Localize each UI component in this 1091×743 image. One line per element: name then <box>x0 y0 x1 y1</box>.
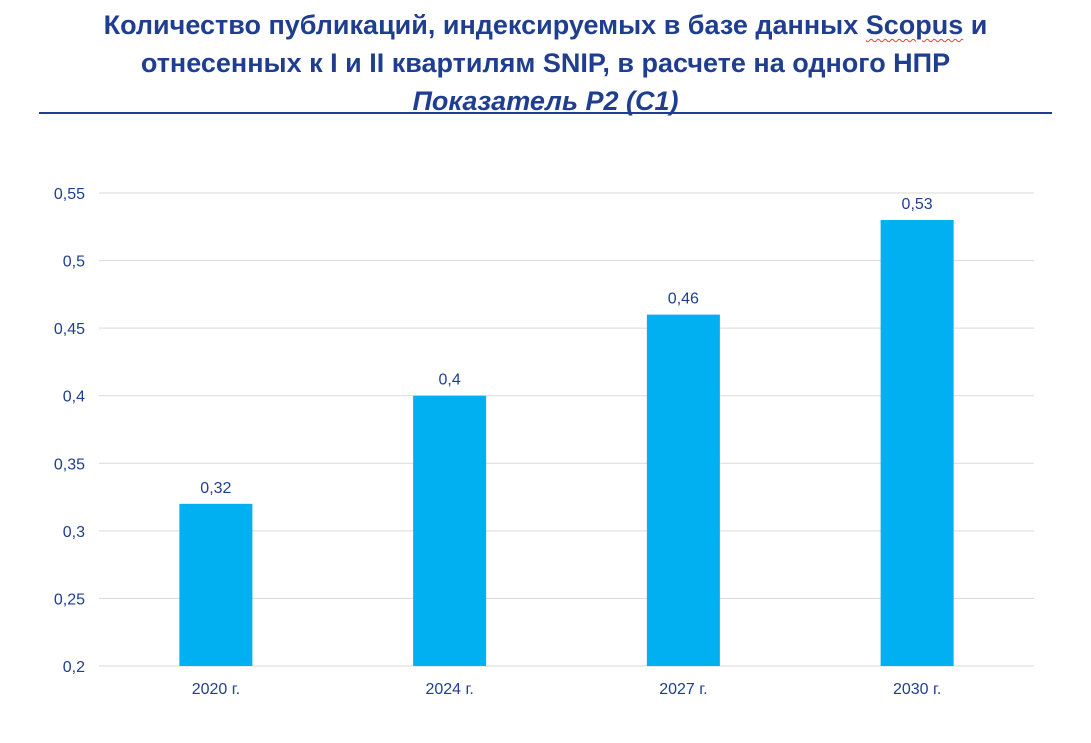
bar <box>413 395 487 666</box>
bar <box>880 220 954 666</box>
y-tick-label: 0,5 <box>63 254 85 271</box>
title-line-1-end: и <box>963 10 988 40</box>
bar-value-label: 0,46 <box>668 291 699 308</box>
y-tick-label: 0,45 <box>54 321 85 338</box>
y-tick-label: 0,4 <box>63 389 85 406</box>
y-tick-label: 0,55 <box>54 186 85 203</box>
title-line-2: отнесенных к I и II квартилям SNIP, в ра… <box>140 48 951 78</box>
bar <box>646 314 720 666</box>
bar-value-label: 0,32 <box>200 480 231 497</box>
chart-title: Количество публикаций, индексируемых в б… <box>20 6 1071 120</box>
title-line-1-scopus: Scopus <box>865 10 964 40</box>
bar-value-label: 0,4 <box>439 372 461 389</box>
y-tick-label: 0,2 <box>63 659 85 676</box>
x-tick-label: 2030 г. <box>893 681 941 698</box>
y-tick-label: 0,3 <box>63 524 85 541</box>
y-tick-label: 0,25 <box>54 591 85 608</box>
x-tick-label: 2027 г. <box>659 681 707 698</box>
chart-subtitle: Показатель Р2 (С1) <box>412 86 679 116</box>
bar <box>179 503 253 666</box>
bar-value-label: 0,53 <box>902 196 933 213</box>
x-tick-label: 2020 г. <box>192 681 240 698</box>
y-tick-label: 0,35 <box>54 456 85 473</box>
title-line-1: Количество публикаций, индексируемых в б… <box>20 6 1071 44</box>
title-divider <box>39 112 1052 114</box>
x-tick-label: 2024 г. <box>425 681 473 698</box>
title-line-1-start: Количество публикаций, индексируемых в б… <box>103 10 866 40</box>
